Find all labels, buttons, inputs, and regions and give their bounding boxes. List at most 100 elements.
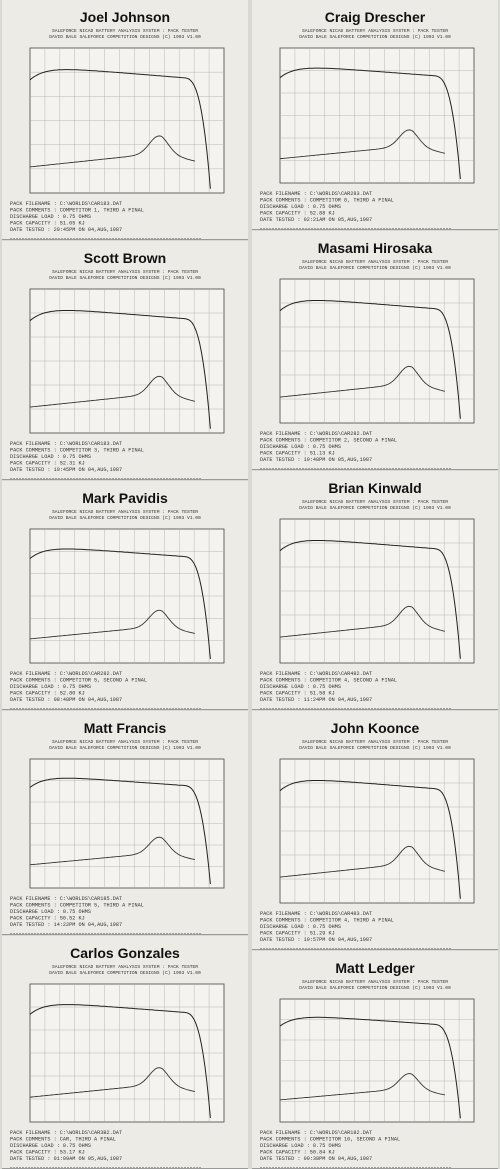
info-line: PACK FILENAME : C:\WORLDS\CAR482.DAT — [260, 671, 372, 677]
temperature-trace — [279, 129, 446, 160]
info-line: PACK FILENAME : C:\WORLDS\CAR283.DAT — [260, 191, 372, 197]
panel-graphic: John Koonce SALEFORCE NICAD BATTERY ANALY… — [260, 720, 475, 949]
header-line: DAVID BALE SALEFORCE COMPETITION DESIGNS… — [49, 515, 201, 521]
header-line: SALEFORCE NICAD BATTERY ANALYSIS SYSTEM … — [302, 259, 448, 265]
chart-panel: Scott Brown SALEFORCE NICAD BATTERY ANALY… — [2, 241, 248, 480]
voltage-trace — [29, 310, 211, 429]
info-line: PACK COMMENTS : COMPETITOR 3, THIRD A FI… — [10, 448, 144, 454]
temperature-trace — [29, 375, 196, 408]
chart-panel: Joel Johnson SALEFORCE NICAD BATTERY ANAL… — [2, 0, 248, 240]
voltage-trace — [29, 548, 211, 660]
chart-panel: Carlos Gonzales SALEFORCE NICAD BATTERY A… — [2, 936, 248, 1169]
chart-panel: Craig Drescher SALEFORCE NICAD BATTERY AN… — [252, 0, 498, 230]
header-line: SALEFORCE NICAD BATTERY ANALYSIS SYSTEM … — [52, 269, 198, 275]
info-line: DISCHARGE LOAD : 0.75 OHMS — [10, 909, 91, 915]
temperature-trace — [29, 1067, 196, 1098]
info-line: PACK COMMENTS : COMPETITOR 4, THIRD A FI… — [260, 918, 394, 924]
info-line: PACK CAPACITY : 51.05 KJ — [10, 221, 85, 227]
chart-panel: Matt Ledger SALEFORCE NICAD BATTERY ANALY… — [252, 951, 498, 1169]
info-line: DATE TESTED : 09:38PM ON 04,AUG,1987 — [260, 1156, 372, 1162]
header-line: DAVID BALE SALEFORCE COMPETITION DESIGNS… — [49, 745, 201, 751]
header-line: SALEFORCE NICAD BATTERY ANALYSIS SYSTEM … — [52, 28, 198, 34]
racer-name: Mark Pavidis — [82, 490, 168, 506]
panel-graphic: Brian Kinwald SALEFORCE NICAD BATTERY ANA… — [260, 480, 475, 709]
chart-panel: Matt Francis SALEFORCE NICAD BATTERY ANAL… — [2, 711, 248, 935]
info-line: PACK FILENAME : C:\WORLDS\CAR3B2.DAT — [10, 1130, 122, 1136]
info-line: PACK FILENAME : C:\WORLDS\CAR185.DAT — [10, 896, 122, 902]
info-line: PACK COMMENTS : COMPETITOR 1, THIRD A FI… — [10, 208, 144, 214]
info-line: PACK COMMENTS : COMPETITOR 10, SECOND A … — [260, 1137, 400, 1143]
header-line: SALEFORCE NICAD BATTERY ANALYSIS SYSTEM … — [52, 964, 198, 970]
info-line: DATE TESTED : 20:45PM ON 04,AUG,1987 — [10, 227, 122, 233]
panel-graphic: Scott Brown SALEFORCE NICAD BATTERY ANALY… — [10, 250, 225, 479]
info-line: PACK CAPACITY : 52.80 KJ — [10, 691, 85, 697]
header-line: DAVID BALE SALEFORCE COMPETITION DESIGNS… — [49, 34, 201, 40]
panel-graphic: Mark Pavidis SALEFORCE NICAD BATTERY ANAL… — [10, 490, 225, 709]
chart-panel: Brian Kinwald SALEFORCE NICAD BATTERY ANA… — [252, 471, 498, 710]
info-line: DATE TESTED : 02:21AM ON 05,AUG,1987 — [260, 217, 372, 223]
info-line: PACK COMMENTS : COMPETITOR 4, SECOND A F… — [260, 678, 397, 684]
info-line: DATE TESTED : 10:48PM ON 05,AUG,1987 — [260, 457, 372, 463]
header-line: DAVID BALE SALEFORCE COMPETITION DESIGNS… — [49, 970, 201, 976]
temperature-trace — [29, 609, 196, 640]
info-line: PACK CAPACITY : 51.13 KJ — [260, 451, 335, 457]
info-line: PACK CAPACITY : 50.84 KJ — [260, 1150, 335, 1156]
header-line: DAVID BALE SALEFORCE COMPETITION DESIGNS… — [299, 34, 451, 40]
header-line: SALEFORCE NICAD BATTERY ANALYSIS SYSTEM … — [302, 499, 448, 505]
racer-name: Scott Brown — [84, 250, 166, 266]
info-line: DISCHARGE LOAD : 0.75 OHMS — [260, 924, 341, 930]
info-line: DISCHARGE LOAD : 0.75 OHMS — [10, 214, 91, 220]
info-line: DISCHARGE LOAD : 0.75 OHMS — [10, 454, 91, 460]
info-line: PACK COMMENTS : COMPETITOR 5, SECOND A F… — [10, 678, 147, 684]
racer-name: Carlos Gonzales — [70, 945, 180, 961]
info-line: DISCHARGE LOAD : 0.75 OHMS — [10, 684, 91, 690]
racer-name: Matt Francis — [84, 720, 167, 736]
info-line: PACK FILENAME : C:\WORLDS\CAR182.DAT — [260, 1130, 372, 1136]
header-line: DAVID BALE SALEFORCE COMPETITION DESIGNS… — [299, 505, 451, 511]
info-line: PACK COMMENTS : CAR, THIRD A FINAL — [10, 1137, 116, 1143]
racer-name: John Koonce — [331, 720, 420, 736]
info-line: DISCHARGE LOAD : 0.75 OHMS — [260, 204, 341, 210]
info-line: PACK CAPACITY : 51.58 KJ — [260, 691, 335, 697]
header-line: SALEFORCE NICAD BATTERY ANALYSIS SYSTEM … — [52, 509, 198, 515]
info-line: PACK CAPACITY : 50.52 KJ — [10, 916, 85, 922]
voltage-trace — [279, 540, 461, 659]
info-line: PACK FILENAME : C:\WORLDS\CAR183.DAT — [10, 441, 122, 447]
panel-graphic: Masami Hirosaka SALEFORCE NICAD BATTERY A… — [260, 240, 475, 469]
panel-graphic: Craig Drescher SALEFORCE NICAD BATTERY AN… — [260, 9, 475, 229]
info-line: DATE TESTED : 08:48PM ON 04,AUG,1987 — [10, 697, 122, 703]
voltage-trace — [279, 780, 461, 899]
voltage-trace — [29, 69, 211, 189]
panel-graphic: Matt Ledger SALEFORCE NICAD BATTERY ANALY… — [260, 960, 475, 1168]
header-line: DAVID BALE SALEFORCE COMPETITION DESIGNS… — [299, 265, 451, 271]
voltage-trace — [29, 777, 211, 885]
temperature-trace — [279, 1073, 445, 1101]
racer-name: Masami Hirosaka — [318, 240, 433, 256]
info-line: PACK FILENAME : C:\WORLDS\CAR282.DAT — [260, 431, 372, 437]
header-line: SALEFORCE NICAD BATTERY ANALYSIS SYSTEM … — [302, 739, 448, 745]
info-line: PACK COMMENTS : COMPETITOR 8, THIRD A FI… — [260, 198, 394, 204]
info-line: PACK FILENAME : C:\WORLDS\CAR183.DAT — [10, 201, 122, 207]
info-line: DATE TESTED : 01:09AM ON 05,AUG,1987 — [10, 1156, 122, 1162]
voltage-trace — [279, 67, 461, 180]
info-line: DISCHARGE LOAD : 0.75 OHMS — [10, 1143, 91, 1149]
temperature-trace — [279, 845, 446, 878]
chart-panel: Masami Hirosaka SALEFORCE NICAD BATTERY A… — [252, 231, 498, 470]
racer-name: Matt Ledger — [335, 960, 415, 976]
temperature-trace — [279, 605, 446, 638]
panel-graphic: Joel Johnson SALEFORCE NICAD BATTERY ANAL… — [10, 9, 225, 239]
info-line: DISCHARGE LOAD : 0.75 OHMS — [260, 1143, 341, 1149]
info-line: PACK CAPACITY : 51.29 KJ — [260, 931, 335, 937]
racer-name: Joel Johnson — [80, 9, 170, 25]
info-line: PACK COMMENTS : COMPETITOR 2, SECOND A F… — [260, 438, 397, 444]
chart-panel: Mark Pavidis SALEFORCE NICAD BATTERY ANAL… — [2, 481, 248, 710]
header-line: DAVID BALE SALEFORCE COMPETITION DESIGNS… — [299, 745, 451, 751]
info-line: PACK FILENAME : C:\WORLDS\CAR282.DAT — [10, 671, 122, 677]
info-line: DISCHARGE LOAD : 0.75 OHMS — [260, 684, 341, 690]
info-line: PACK CAPACITY : 52.88 KJ — [260, 211, 335, 217]
header-line: SALEFORCE NICAD BATTERY ANALYSIS SYSTEM … — [302, 28, 448, 34]
racer-name: Brian Kinwald — [328, 480, 421, 496]
voltage-trace — [279, 300, 461, 419]
info-line: DATE TESTED : 10:57PM ON 04,AUG,1987 — [260, 937, 372, 943]
